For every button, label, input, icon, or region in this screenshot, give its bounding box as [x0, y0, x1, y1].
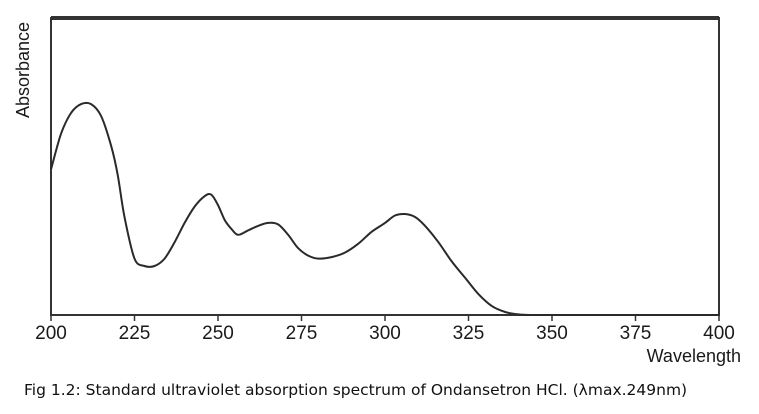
figure-caption: Fig 1.2: Standard ultraviolet absorption…: [24, 381, 688, 399]
x-tick-label: 375: [620, 323, 652, 344]
absorbance-curve: [50, 101, 719, 317]
x-axis-title: Wavelength: [647, 346, 741, 366]
x-tick-label: 275: [286, 323, 318, 344]
x-tick-label: 200: [35, 323, 67, 344]
plot-frame: [50, 17, 720, 316]
x-tick-label: 350: [536, 323, 568, 344]
x-tick-label: 325: [453, 323, 485, 344]
x-tick-label: 300: [369, 323, 401, 344]
plot-frame-top-bar: [51, 16, 719, 20]
y-axis-title: Absorbance: [13, 22, 33, 118]
x-tick-label: 250: [202, 323, 234, 344]
uv-spectrum-chart: 200 225 250 275 300 325 350 375 400 Wavelength A…: [13, 16, 741, 366]
x-tick-label: 225: [119, 323, 151, 344]
x-axis-tick-labels: 200 225 250 275 300 325 350 375 400: [35, 323, 735, 344]
x-tick-label: 400: [703, 323, 735, 344]
